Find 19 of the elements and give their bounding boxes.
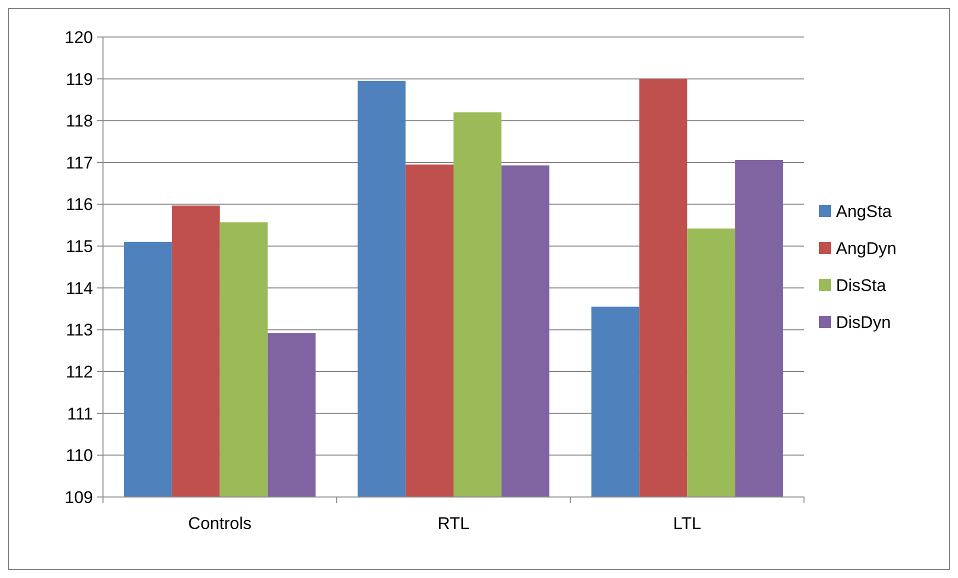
y-tick-label: 109	[64, 488, 93, 507]
legend-label: AngSta	[836, 202, 892, 221]
y-tick-label: 119	[66, 70, 93, 89]
y-tick-label: 115	[66, 237, 93, 256]
x-tick-label: LTL	[673, 514, 702, 533]
legend-label: AngDyn	[836, 238, 896, 258]
y-tick-label: 118	[66, 112, 93, 131]
y-tick-label: 117	[66, 153, 93, 172]
y-tick-label: 114	[66, 278, 93, 298]
y-tick-label: 113	[66, 320, 93, 340]
x-tick-label: RTL	[438, 514, 470, 533]
legend-label: DisSta	[836, 276, 887, 295]
y-tick-label: 110	[66, 446, 93, 466]
x-tick-label: Controls	[188, 514, 252, 533]
y-tick-label: 111	[67, 404, 93, 424]
y-tick-label: 116	[66, 195, 93, 214]
y-tick-label: 112	[66, 362, 93, 382]
legend-label: DisDyn	[836, 312, 891, 332]
y-tick-label: 120	[64, 28, 93, 47]
